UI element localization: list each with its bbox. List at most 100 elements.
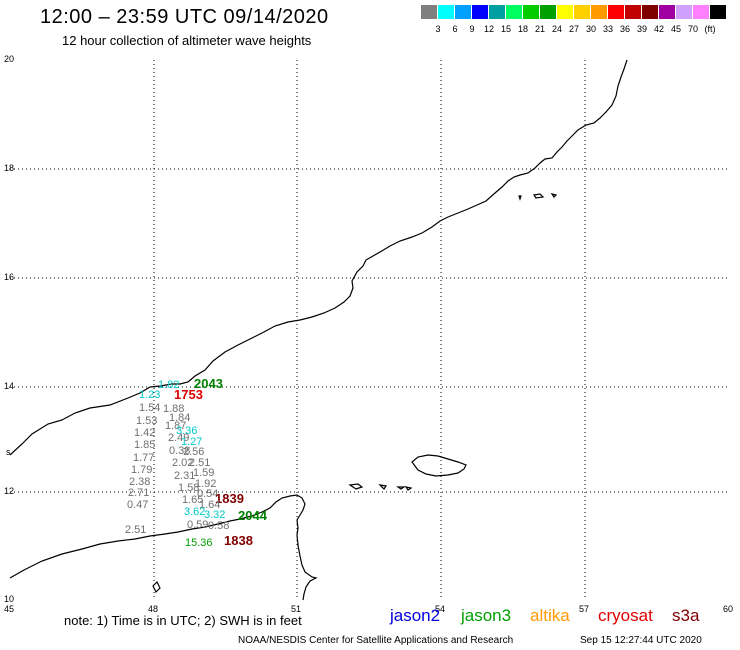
legend-swatch [489, 5, 505, 19]
legend-swatch [574, 5, 590, 19]
swh-label: 1.54 [139, 402, 160, 414]
legend-tick-label: 6 [452, 24, 458, 34]
x-tick-label: 54 [435, 604, 445, 614]
legend-tick-label: 45 [670, 24, 681, 34]
satellite-label-jason3: jason3 [461, 606, 512, 625]
y-tick-label: 20 [4, 54, 14, 64]
legend-tick-label: 33 [602, 24, 613, 34]
satellite-label-s3a: s3a [672, 606, 700, 625]
x-tick-label: 57 [579, 604, 589, 614]
legend-swatch [693, 5, 709, 19]
legend-swatch [438, 5, 454, 19]
swh-label: 1.64 [199, 499, 220, 511]
swh-label: 1.77 [133, 452, 154, 464]
legend-swatch [472, 5, 488, 19]
page-title: 12:00 – 23:59 UTC 09/14/2020 [40, 6, 329, 28]
small-island-4 [404, 486, 413, 491]
bab-marker [152, 580, 161, 594]
legend-tick-label: 15 [500, 24, 511, 34]
legend-tick-label: 70 [687, 24, 698, 34]
swh-label: 2.51 [189, 457, 210, 469]
legend-swatch [455, 5, 471, 19]
legend-tick-label: (ft) [704, 24, 716, 34]
swh-label: 0.47 [127, 499, 148, 511]
grid-lines [10, 60, 730, 600]
legend-swatch [642, 5, 658, 19]
x-tick-label: 60 [723, 604, 733, 614]
legend-swatch [506, 5, 522, 19]
swh-label: 2.71 [128, 487, 149, 499]
legend-swatch [659, 5, 675, 19]
swh-label: 3.62 [184, 506, 205, 518]
legend-swatch [676, 5, 692, 19]
swh-label: 1753 [174, 387, 203, 402]
legend-tick-label: 21 [534, 24, 545, 34]
swh-label: 1.23 [139, 389, 160, 401]
swh-label: 0.38 [169, 445, 190, 457]
coastline [9, 59, 628, 601]
legend-tick-label: 24 [551, 24, 562, 34]
swh-label: 2.38 [129, 476, 150, 488]
page-subtitle: 12 hour collection of altimeter wave hei… [62, 33, 312, 48]
satellite-label-cryosat: cryosat [598, 606, 653, 625]
satellite-label-altika: altika [530, 606, 570, 625]
kuria-muria-islands [518, 193, 558, 201]
legend-swatch [557, 5, 573, 19]
northern-coastline [9, 59, 628, 456]
swh-label: 3.32 [204, 509, 225, 521]
legend-tick-label: 42 [653, 24, 664, 34]
legend-tick-label: 39 [636, 24, 647, 34]
swh-label: 1.92 [195, 478, 216, 490]
legend-swatch [710, 5, 726, 19]
legend-swatch [608, 5, 624, 19]
swh-label: 1.53 [136, 415, 157, 427]
y-tick-label: 18 [4, 163, 14, 173]
x-tick-label: 45 [4, 604, 14, 614]
y-tick-label: 12 [4, 486, 14, 496]
legend-swatch [421, 5, 437, 19]
footer-note: note: 1) Time is in UTC; 2) SWH is in fe… [64, 613, 302, 628]
y-extra-label: s [6, 447, 11, 457]
swh-label: 1.82 [158, 379, 179, 391]
footer-timestamp: Sep 15 12:27:44 UTC 2020 [580, 635, 702, 646]
satellite-label-jason2: jason2 [390, 606, 441, 625]
swh-label: 1.27 [181, 436, 202, 448]
small-island-3 [396, 486, 406, 490]
swh-label: 1.59 [193, 467, 214, 479]
swh-label: 2043 [194, 376, 223, 391]
small-island-1 [348, 483, 364, 490]
swh-label: 15.36 [185, 537, 213, 549]
socotra-island [411, 454, 467, 477]
legend-tick-label: 27 [568, 24, 579, 34]
x-tick-label: 48 [148, 604, 158, 614]
axis-labels: 45 48 51 54 57 60 20 18 16 14 12 10 s [4, 54, 733, 614]
legend-swatch [540, 5, 556, 19]
x-tick-label: 51 [291, 604, 301, 614]
swh-label: 0.59 [187, 519, 208, 531]
legend-swatch [625, 5, 641, 19]
swh-label: 0.54 [197, 488, 218, 500]
swh-label: 0.58 [208, 520, 229, 532]
swh-label: 1.88 [163, 403, 184, 415]
swh-label: 1.85 [134, 439, 155, 451]
swh-label: 2.56 [183, 446, 204, 458]
legend-tick-label: 3 [435, 24, 441, 34]
swh-label: 1838 [224, 533, 253, 548]
legend-swatch [523, 5, 539, 19]
legend-tick-label: 9 [469, 24, 475, 34]
y-tick-label: 16 [4, 272, 14, 282]
footer-credit: NOAA/NESDIS Center for Satellite Applica… [238, 635, 514, 646]
swh-label: 3.36 [176, 425, 197, 437]
small-island-2 [378, 484, 388, 490]
legend-tick-label: 36 [619, 24, 630, 34]
swh-label: 1.65 [182, 494, 203, 506]
y-tick-label: 14 [4, 381, 14, 391]
legend-tick-label: 18 [517, 24, 528, 34]
swh-label: 2.49 [168, 432, 189, 444]
swh-label: 2.02 [172, 457, 193, 469]
y-tick-label: 10 [4, 594, 14, 604]
legend-tick-label: 30 [585, 24, 596, 34]
swh-label: 1.79 [131, 464, 152, 476]
swh-label: 1.87 [165, 420, 186, 432]
